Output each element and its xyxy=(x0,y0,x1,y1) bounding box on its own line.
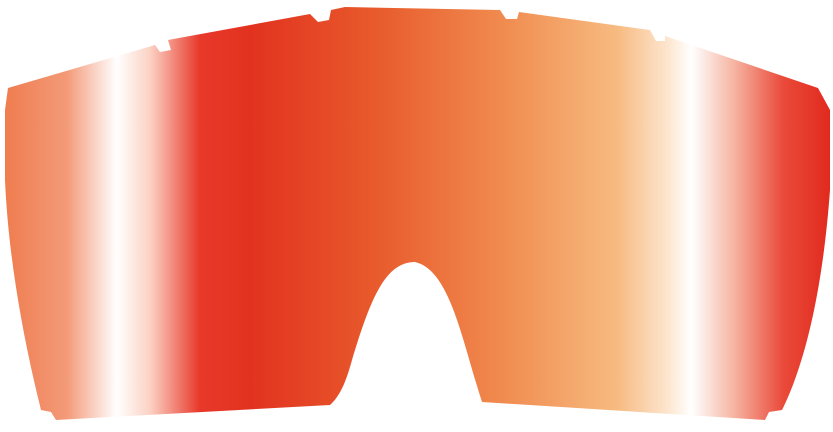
lens xyxy=(5,7,830,420)
